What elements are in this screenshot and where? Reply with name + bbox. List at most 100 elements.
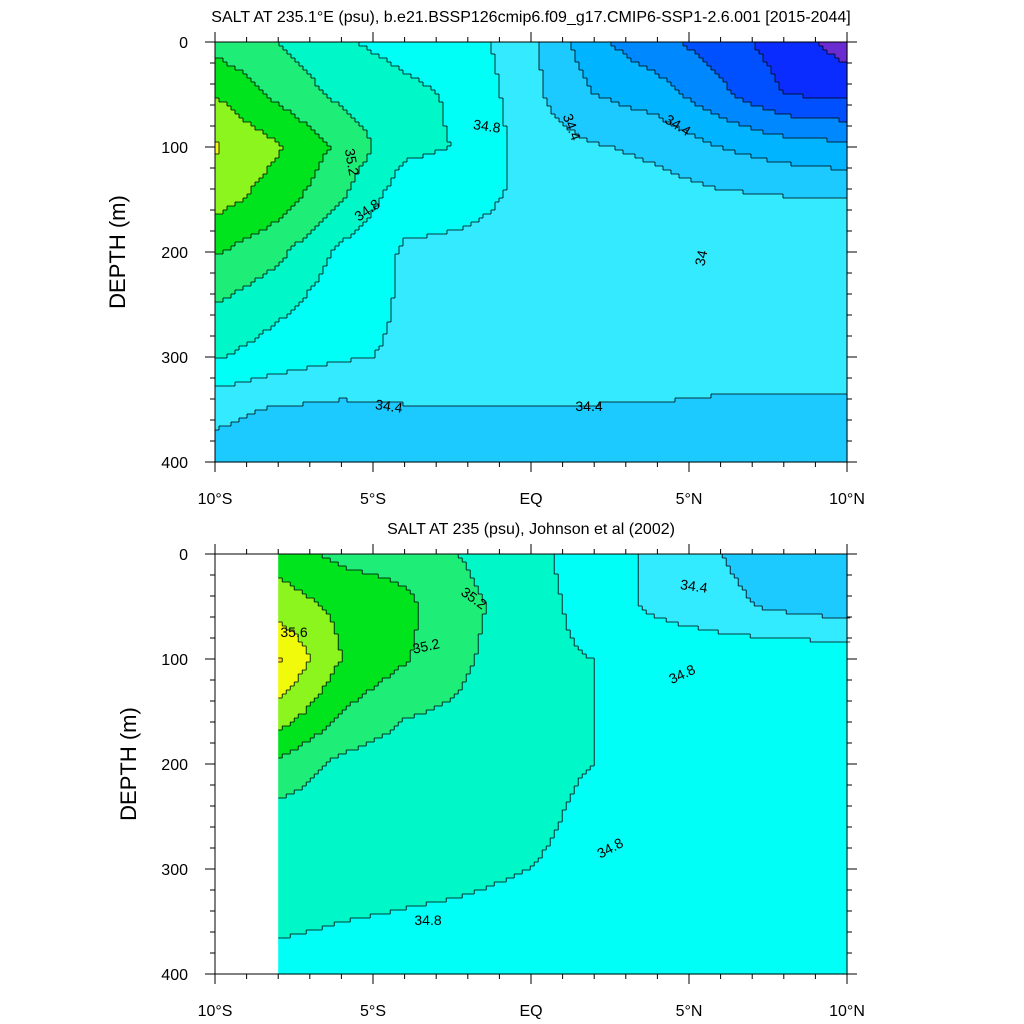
contour-fill-cell	[435, 142, 440, 147]
contour-fill-cell	[535, 166, 540, 171]
contour-fill-cell	[323, 142, 328, 147]
contour-fill-cell	[235, 138, 240, 143]
contour-fill-cell	[755, 94, 760, 99]
contour-fill-cell	[267, 122, 272, 127]
contour-fill-cell	[739, 94, 744, 99]
contour-fill-cell	[359, 42, 364, 47]
contour-fill-cell	[339, 54, 344, 59]
contour-fill-cell	[835, 42, 840, 47]
contour-fill-cell	[771, 134, 776, 139]
contour-fill-cell	[387, 94, 392, 99]
contour-fill-cell	[783, 126, 788, 131]
contour-fill-cell	[739, 82, 744, 87]
contour-fill-cell	[527, 102, 532, 107]
contour-fill-cell	[515, 90, 520, 95]
contour-fill-cell	[643, 134, 648, 139]
contour-fill-cell	[239, 162, 244, 167]
contour-fill-cell	[463, 106, 468, 111]
contour-fill-cell	[659, 154, 664, 159]
contour-fill-cell	[499, 58, 504, 63]
contour-fill-cell	[711, 54, 716, 59]
contour-fill-cell	[323, 86, 328, 91]
contour-fill-cell	[283, 82, 288, 87]
contour-fill-cell	[243, 78, 248, 83]
contour-fill-cell	[623, 118, 628, 123]
contour-fill-cell	[479, 138, 484, 143]
contour-fill-cell	[351, 166, 356, 171]
contour-fill-cell	[667, 74, 672, 79]
contour-fill-cell	[435, 122, 440, 127]
contour-fill-cell	[403, 162, 408, 167]
contour-fill-cell	[215, 46, 220, 51]
contour-fill-cell	[651, 70, 656, 75]
contour-fill-cell	[643, 46, 648, 51]
contour-fill-cell	[787, 154, 792, 159]
contour-fill-cell	[451, 78, 456, 83]
contour-fill-cell	[331, 118, 336, 123]
contour-fill-cell	[299, 90, 304, 95]
contour-fill-cell	[799, 122, 804, 127]
contour-fill-cell	[283, 74, 288, 79]
contour-fill-cell	[295, 66, 300, 71]
contour-fill-cell	[743, 74, 748, 79]
contour-fill-cell	[375, 86, 380, 91]
contour-fill-cell	[835, 54, 840, 59]
contour-fill-cell	[263, 158, 268, 163]
contour-fill-cell	[667, 54, 672, 59]
contour-fill-cell	[459, 134, 464, 139]
contour-fill-cell	[715, 50, 720, 55]
contour-fill-cell	[723, 62, 728, 67]
contour-fill-cell	[267, 166, 272, 171]
contour-fill-cell	[471, 118, 476, 123]
contour-fill-cell	[395, 90, 400, 95]
contour-fill-cell	[383, 110, 388, 115]
contour-fill-cell	[559, 94, 564, 99]
contour-fill-cell	[307, 50, 312, 55]
contour-fill-cell	[831, 150, 836, 155]
contour-fill-cell	[663, 94, 668, 99]
contour-fill-cell	[579, 58, 584, 63]
contour-fill-cell	[799, 74, 804, 79]
contour-fill-cell	[527, 154, 532, 159]
contour-fill-cell	[455, 106, 460, 111]
contour-fill-cell	[399, 98, 404, 103]
contour-fill-cell	[715, 102, 720, 107]
contour-fill-cell	[423, 162, 428, 167]
contour-fill-cell	[639, 50, 644, 55]
contour-fill-cell	[427, 162, 432, 167]
contour-fill-cell	[571, 138, 576, 143]
contour-fill-cell	[667, 158, 672, 163]
contour-fill-cell	[251, 122, 256, 127]
contour-fill-cell	[407, 154, 412, 159]
contour-fill-cell	[291, 66, 296, 71]
contour-fill-cell	[415, 66, 420, 71]
contour-fill-cell	[715, 138, 720, 143]
contour-fill-cell	[423, 138, 428, 143]
contour-fill-cell	[331, 78, 336, 83]
contour-fill-cell	[675, 142, 680, 147]
contour-fill-cell	[407, 54, 412, 59]
contour-fill-cell	[779, 114, 784, 119]
contour-fill-cell	[643, 114, 648, 119]
contour-fill-cell	[555, 70, 560, 75]
contour-fill-cell	[383, 94, 388, 99]
contour-fill-cell	[615, 162, 620, 167]
contour-fill-cell	[243, 66, 248, 71]
contour-fill-cell	[727, 102, 732, 107]
contour-fill-cell	[435, 94, 440, 99]
contour-fill-cell	[503, 90, 508, 95]
contour-fill-cell	[751, 94, 756, 99]
contour-fill-cell	[419, 110, 424, 115]
contour-fill-cell	[351, 78, 356, 83]
contour-fill-cell	[259, 78, 264, 83]
contour-fill-cell	[795, 138, 800, 143]
contour-fill-cell	[447, 62, 452, 67]
contour-fill-cell	[227, 162, 232, 167]
contour-fill-cell	[343, 86, 348, 91]
contour-fill-cell	[583, 90, 588, 95]
contour-fill-cell	[779, 150, 784, 155]
contour-fill-cell	[299, 138, 304, 143]
contour-fill-cell	[623, 106, 628, 111]
contour-fill-cell	[747, 78, 752, 83]
contour-fill-cell	[579, 50, 584, 55]
